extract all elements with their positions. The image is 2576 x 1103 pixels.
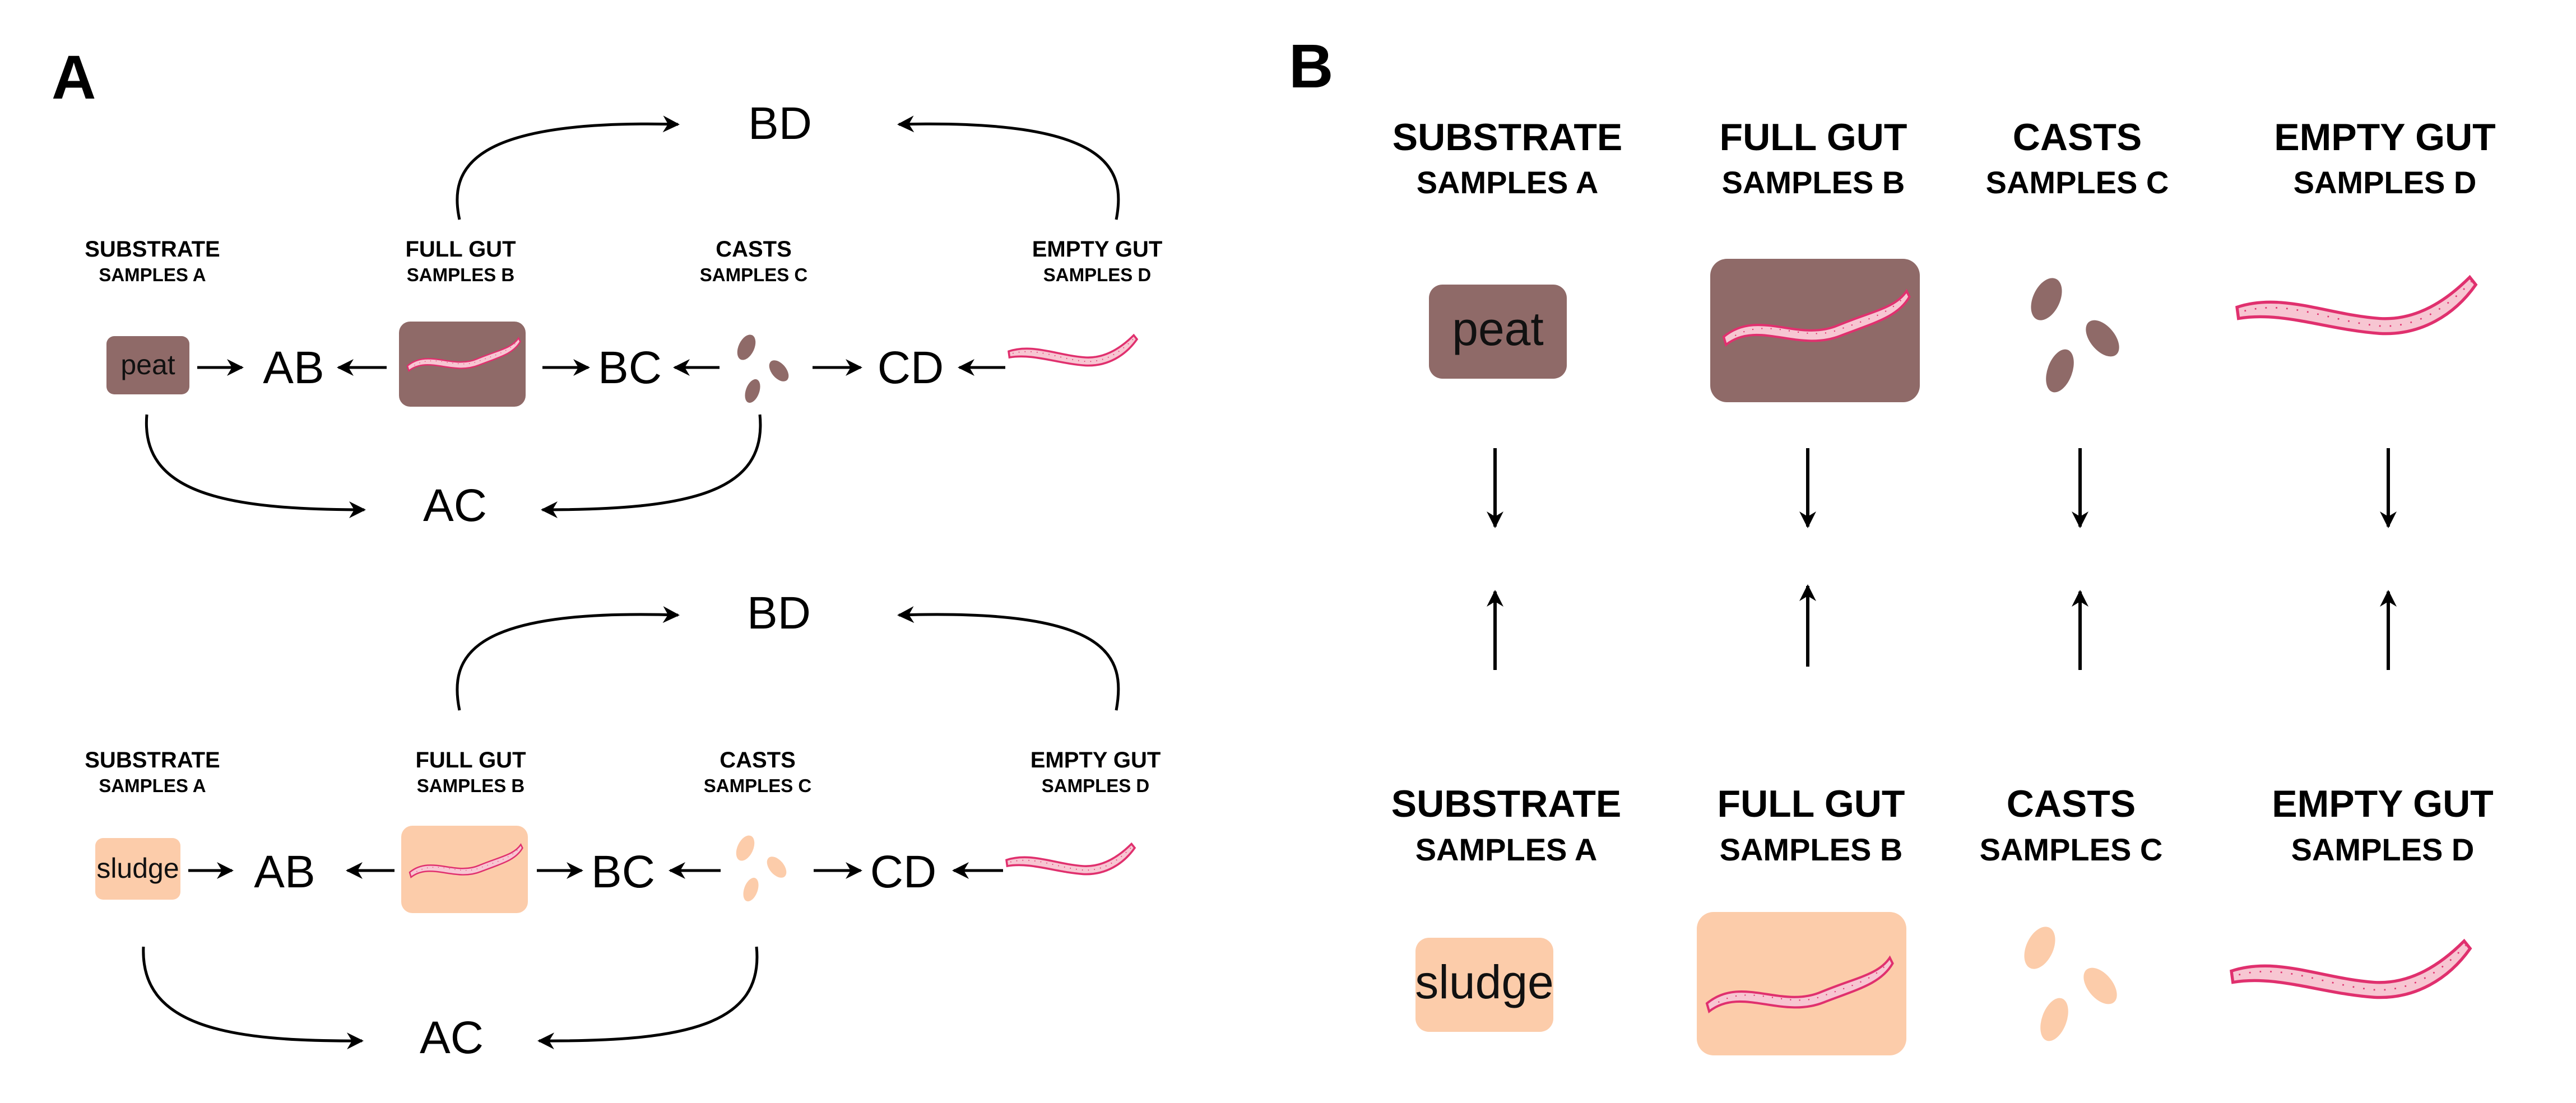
node-ac-2: AC <box>420 1012 484 1063</box>
header-empty-gut: EMPTY GUT <box>1032 237 1163 262</box>
b-header-full-gut-sub-2: SAMPLES B <box>1720 832 1903 867</box>
panel-b-row1-headers: SUBSTRATE SAMPLES A FULL GUT SAMPLES B C… <box>1393 116 2496 200</box>
b-sludge-label: sludge <box>1415 956 1554 1008</box>
b-empty-gut-worm-icon-2 <box>2230 938 2472 999</box>
node-bc-2: BC <box>591 846 655 897</box>
b-full-gut-sludge-box <box>1697 912 1906 1055</box>
b-header-empty-gut-sub: SAMPLES D <box>2294 165 2477 200</box>
sludge-box <box>95 838 180 900</box>
node-cd: CD <box>878 342 944 393</box>
panel-b-letter: B <box>1289 32 1333 101</box>
b-header-empty-gut-2: EMPTY GUT <box>2272 783 2493 825</box>
b-header-casts-sub: SAMPLES C <box>1986 165 2169 200</box>
node-bd-2: BD <box>747 588 811 639</box>
casts-icon <box>737 334 789 403</box>
header-substrate-sub-2: SAMPLES A <box>99 775 206 796</box>
header-empty-gut-sub-2: SAMPLES D <box>1042 775 1150 796</box>
b-header-full-gut-sub: SAMPLES B <box>1722 165 1905 200</box>
b-empty-gut-worm-icon <box>2235 274 2478 336</box>
header-casts-2: CASTS <box>720 748 796 772</box>
b-header-substrate-sub-2: SAMPLES A <box>1415 832 1598 867</box>
header-substrate: SUBSTRATE <box>85 237 220 262</box>
b-header-empty-gut: EMPTY GUT <box>2274 116 2495 159</box>
b-peat-box <box>1429 285 1567 379</box>
b-header-casts: CASTS <box>2013 116 2142 159</box>
panel-a-row2-headers: SUBSTRATE SAMPLES A FULL GUT SAMPLES B C… <box>85 748 1161 796</box>
b-header-casts-2: CASTS <box>2007 783 2136 825</box>
casts-icon-2 <box>736 835 787 902</box>
header-casts-sub: SAMPLES C <box>700 264 808 285</box>
header-empty-gut-2: EMPTY GUT <box>1031 748 1161 772</box>
panel-a-row1-arrows <box>145 115 1120 518</box>
b-header-casts-sub-2: SAMPLES C <box>1980 832 2163 867</box>
b-casts-icon-2 <box>2024 927 2117 1041</box>
panel-a-row1-headers: SUBSTRATE SAMPLES A FULL GUT SAMPLES B C… <box>85 237 1162 285</box>
header-casts-sub-2: SAMPLES C <box>704 775 812 796</box>
empty-gut-worm-icon-2 <box>1005 842 1136 876</box>
peat-box <box>106 336 189 394</box>
b-header-substrate: SUBSTRATE <box>1393 116 1623 159</box>
b-header-empty-gut-sub-2: SAMPLES D <box>2291 832 2475 867</box>
header-full-gut: FULL GUT <box>405 237 516 262</box>
b-sludge-box <box>1415 938 1553 1032</box>
header-substrate-2: SUBSTRATE <box>85 748 220 772</box>
header-casts: CASTS <box>716 237 792 262</box>
node-ab-2: AB <box>254 846 315 897</box>
node-ac: AC <box>423 480 487 531</box>
b-header-substrate-sub: SAMPLES A <box>1417 165 1599 200</box>
b-header-full-gut: FULL GUT <box>1720 116 1907 159</box>
sludge-label: sludge <box>96 853 179 884</box>
header-substrate-sub: SAMPLES A <box>99 264 206 285</box>
header-full-gut-sub-2: SAMPLES B <box>417 775 525 796</box>
panel-b-row2-headers: SUBSTRATE SAMPLES A FULL GUT SAMPLES B C… <box>1391 783 2494 867</box>
b-casts-icon <box>2031 278 2119 393</box>
b-header-full-gut-2: FULL GUT <box>1718 783 1905 825</box>
panel-a-row2-arrows <box>142 606 1120 1050</box>
node-bc: BC <box>598 342 662 393</box>
node-bd: BD <box>748 98 812 149</box>
panel-b-arrows <box>1487 448 2397 670</box>
peat-label: peat <box>120 349 175 380</box>
header-full-gut-sub: SAMPLES B <box>407 264 515 285</box>
node-ab: AB <box>263 342 324 393</box>
empty-gut-worm-icon <box>1008 333 1139 367</box>
header-empty-gut-sub: SAMPLES D <box>1043 264 1152 285</box>
b-header-substrate-2: SUBSTRATE <box>1391 783 1622 825</box>
b-peat-label: peat <box>1452 302 1544 355</box>
header-full-gut-2: FULL GUT <box>415 748 526 772</box>
panel-a-letter: A <box>52 43 96 112</box>
node-cd-2: CD <box>870 846 936 897</box>
